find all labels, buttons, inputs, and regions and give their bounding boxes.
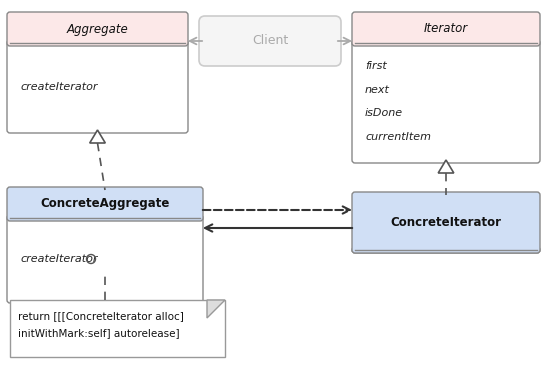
- Polygon shape: [207, 300, 225, 318]
- FancyBboxPatch shape: [352, 192, 540, 253]
- FancyBboxPatch shape: [352, 247, 540, 253]
- FancyBboxPatch shape: [7, 215, 203, 303]
- Text: next: next: [365, 85, 390, 95]
- Text: ConcreteAggregate: ConcreteAggregate: [40, 197, 170, 211]
- FancyBboxPatch shape: [7, 40, 188, 133]
- Text: currentItem: currentItem: [365, 132, 431, 142]
- Polygon shape: [10, 300, 225, 357]
- FancyBboxPatch shape: [7, 187, 203, 221]
- Polygon shape: [89, 130, 105, 143]
- Text: Iterator: Iterator: [424, 23, 468, 35]
- Text: createIterator: createIterator: [20, 81, 98, 92]
- Text: createIterator: createIterator: [20, 254, 98, 264]
- FancyBboxPatch shape: [352, 12, 540, 46]
- FancyBboxPatch shape: [7, 12, 188, 46]
- FancyBboxPatch shape: [352, 40, 540, 163]
- Text: initWithMark:self] autorelease]: initWithMark:self] autorelease]: [18, 328, 180, 338]
- Text: return [[[ConcreteIterator alloc]: return [[[ConcreteIterator alloc]: [18, 311, 184, 321]
- Text: Client: Client: [252, 35, 288, 47]
- Text: first: first: [365, 61, 386, 72]
- Text: ConcreteIterator: ConcreteIterator: [390, 216, 501, 229]
- Polygon shape: [438, 160, 454, 173]
- FancyBboxPatch shape: [199, 16, 341, 66]
- Text: Aggregate: Aggregate: [66, 23, 128, 35]
- Text: isDone: isDone: [365, 108, 403, 118]
